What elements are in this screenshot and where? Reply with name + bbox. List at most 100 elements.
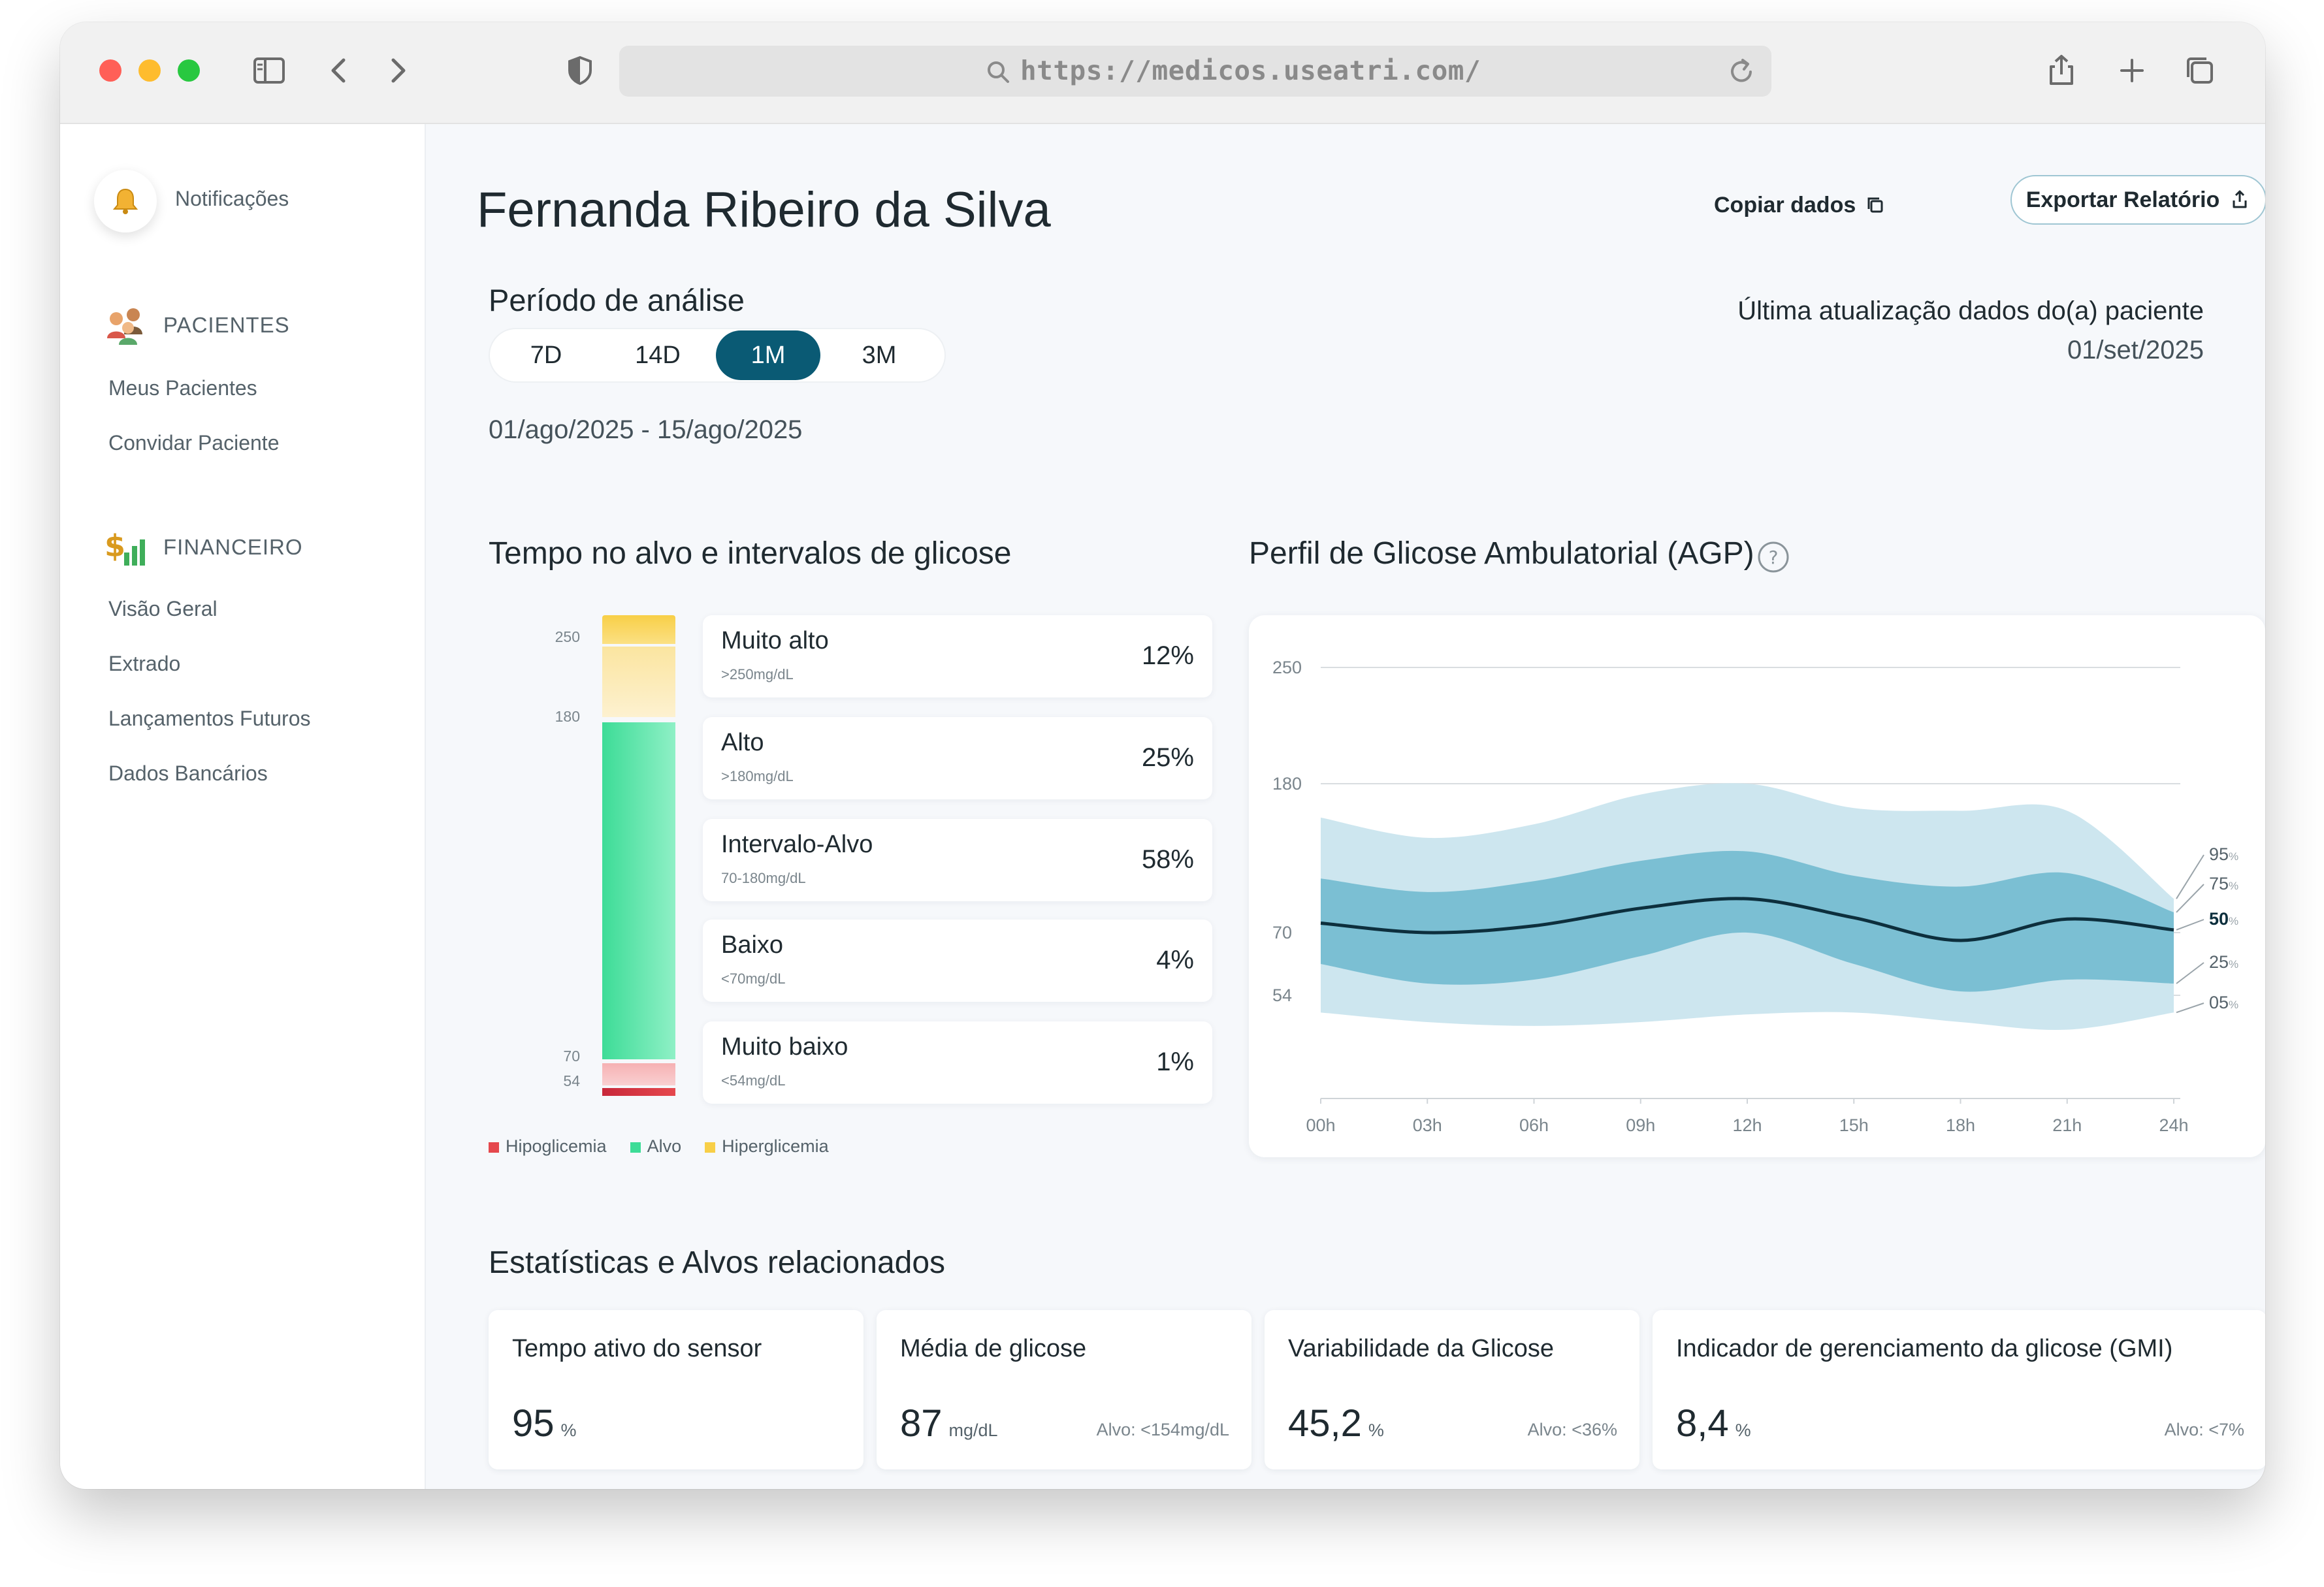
tir-card-muito-alto: Muito alto >250mg/dL 12% bbox=[703, 615, 1212, 697]
tir-range-limit: >250mg/dL bbox=[721, 666, 794, 682]
svg-text:$: $ bbox=[105, 528, 125, 564]
tir-range-name: Muito alto bbox=[721, 627, 829, 654]
sidebar-item-convidar-paciente[interactable]: Convidar Paciente bbox=[108, 431, 280, 455]
agp-median-line bbox=[1320, 897, 2174, 942]
tir-bar-muito-alto bbox=[602, 615, 675, 644]
forward-icon[interactable] bbox=[378, 51, 417, 90]
browser-toolbar: https://medicos.useatri.com/ bbox=[60, 22, 2265, 124]
stat-target: Alvo: <7% bbox=[2164, 1420, 2244, 1439]
legend-label: Hipoglicemia bbox=[506, 1136, 607, 1156]
sidebar-item-lancamentos-futuros[interactable]: Lançamentos Futuros bbox=[108, 707, 311, 730]
privacy-shield-icon[interactable] bbox=[560, 51, 600, 90]
stat-value-row: 45,2% bbox=[1288, 1402, 1384, 1445]
legend-item: Alvo bbox=[630, 1136, 682, 1157]
share-icon[interactable] bbox=[2042, 51, 2081, 90]
section-title: PACIENTES bbox=[163, 313, 290, 337]
tir-title: Tempo no alvo e intervalos de glicose bbox=[489, 536, 1012, 571]
tir-card-baixo: Baixo <70mg/dL 4% bbox=[703, 920, 1212, 1002]
back-icon[interactable] bbox=[320, 51, 359, 90]
export-report-button[interactable]: Exportar Relatório bbox=[2010, 175, 2265, 225]
stat-value: 45,2 bbox=[1288, 1402, 1362, 1445]
last-update-date: 01/set/2025 bbox=[2067, 336, 2204, 364]
date-range: 01/ago/2025 - 15/ago/2025 bbox=[489, 415, 803, 444]
tir-bar-baixo bbox=[602, 1063, 675, 1085]
agp-percentile-leader bbox=[2176, 884, 2204, 913]
stat-title: Tempo ativo do sensor bbox=[512, 1335, 762, 1362]
agp-percentile-label: 50% bbox=[2209, 909, 2238, 929]
section-financeiro: $ FINANCEIRO bbox=[102, 524, 303, 571]
agp-x-tick-label: 18h bbox=[1946, 1115, 1975, 1135]
tir-range-limit: <54mg/dL bbox=[721, 1072, 786, 1089]
tir-range-name: Muito baixo bbox=[721, 1033, 848, 1061]
stats-title: Estatísticas e Alvos relacionados bbox=[489, 1245, 946, 1280]
close-window-button[interactable] bbox=[99, 59, 121, 82]
stat-value-row: 8,4% bbox=[1676, 1402, 1751, 1445]
url-text: https://medicos.useatri.com/ bbox=[1020, 55, 1481, 86]
stat-unit: % bbox=[560, 1420, 577, 1440]
tir-range-name: Alto bbox=[721, 729, 764, 756]
address-bar[interactable]: https://medicos.useatri.com/ bbox=[619, 46, 1771, 97]
agp-chart-card: 250 180 70 54 00h 03h 06h 09h 12h 15h 18h 21h 24h 95%… bbox=[1249, 615, 2265, 1157]
stat-unit: % bbox=[1368, 1420, 1384, 1440]
copy-data-label: Copiar dados bbox=[1714, 192, 1856, 217]
copy-data-button[interactable]: Copiar dados bbox=[1714, 182, 1886, 229]
agp-x-tick-label: 15h bbox=[1839, 1115, 1869, 1135]
tir-bar-muito-baixo bbox=[602, 1088, 675, 1096]
sidebar-item-dados-bancarios[interactable]: Dados Bancários bbox=[108, 761, 268, 785]
tir-bar-alvo bbox=[602, 722, 675, 1059]
stat-target: Alvo: <154mg/dL bbox=[1096, 1420, 1229, 1439]
legend-item: Hipoglicemia bbox=[489, 1136, 607, 1157]
last-update-label: Última atualização dados do(a) paciente bbox=[1737, 297, 2204, 325]
tir-axis-label: 180 bbox=[555, 708, 580, 725]
period-option-7d[interactable]: 7D bbox=[530, 341, 562, 369]
tir-range-percent: 1% bbox=[1156, 1048, 1194, 1076]
tir-axis-label: 250 bbox=[555, 628, 580, 645]
period-option-14d[interactable]: 14D bbox=[635, 341, 681, 369]
period-option-3m[interactable]: 3M bbox=[862, 341, 897, 369]
sidebar-toggle-icon[interactable] bbox=[250, 51, 289, 90]
tir-card-intervalo-alvo: Intervalo-Alvo 70-180mg/dL 58% bbox=[703, 819, 1212, 901]
agp-chart: 250 180 70 54 00h 03h 06h 09h 12h 15h 18h 21h 24h 95%… bbox=[1272, 658, 2238, 1135]
tir-range-limit: 70-180mg/dL bbox=[721, 870, 806, 886]
help-icon[interactable]: ? bbox=[1756, 539, 1791, 575]
bell-icon bbox=[112, 188, 138, 214]
tir-card-alto: Alto >180mg/dL 25% bbox=[703, 717, 1212, 799]
stat-unit: mg/dL bbox=[948, 1420, 998, 1440]
agp-percentile-label: 05% bbox=[2209, 993, 2238, 1012]
sidebar-item-extrado[interactable]: Extrado bbox=[108, 652, 181, 675]
sidebar-item-visao-geral[interactable]: Visão Geral bbox=[108, 597, 218, 620]
stat-title: Variabilidade da Glicose bbox=[1288, 1335, 1554, 1362]
maximize-window-button[interactable] bbox=[178, 59, 200, 82]
upload-icon bbox=[2233, 190, 2247, 208]
period-option-1m[interactable]: 1M bbox=[716, 330, 820, 380]
stat-value-row: 95% bbox=[512, 1402, 577, 1445]
agp-x-tick-label: 09h bbox=[1626, 1115, 1655, 1135]
agp-percentile-leader bbox=[2176, 919, 2204, 931]
agp-y-tick-label: 70 bbox=[1272, 923, 1292, 942]
legend-item: Hiperglicemia bbox=[705, 1136, 829, 1157]
new-tab-icon[interactable] bbox=[2112, 51, 2152, 90]
stat-value: 87 bbox=[900, 1402, 943, 1445]
stat-card-sensor-time: Tempo ativo do sensor 95% bbox=[489, 1310, 863, 1469]
notifications-button[interactable] bbox=[94, 170, 157, 232]
tab-overview-icon[interactable] bbox=[2180, 51, 2219, 90]
agp-x-tick-label: 03h bbox=[1413, 1115, 1442, 1135]
reload-icon[interactable] bbox=[1724, 55, 1758, 89]
tir-range-name: Intervalo-Alvo bbox=[721, 831, 873, 858]
agp-x-tick-label: 24h bbox=[2159, 1115, 2188, 1135]
svg-text:?: ? bbox=[1769, 547, 1779, 568]
agp-percentile-leader bbox=[2176, 854, 2204, 899]
sidebar: Notificações PACIENTES Meus Pacientes Co… bbox=[60, 124, 426, 1489]
notifications-label[interactable]: Notificações bbox=[175, 187, 289, 210]
minimize-window-button[interactable] bbox=[138, 59, 161, 82]
tir-card-muito-baixo: Muito baixo <54mg/dL 1% bbox=[703, 1021, 1212, 1104]
stat-card-mean-glucose: Média de glicose 87 mg/dL Alvo: <154mg/dL bbox=[877, 1310, 1251, 1469]
tir-range-limit: >180mg/dL bbox=[721, 768, 794, 784]
sidebar-item-meus-pacientes[interactable]: Meus Pacientes bbox=[108, 376, 257, 400]
agp-band-25-75 bbox=[1321, 850, 2174, 992]
legend-label: Hiperglicemia bbox=[722, 1136, 829, 1156]
legend-label: Alvo bbox=[647, 1136, 682, 1156]
agp-percentile-label: 75% bbox=[2209, 874, 2238, 893]
stat-value: 8,4 bbox=[1676, 1402, 1729, 1445]
copy-icon bbox=[1867, 197, 1883, 213]
